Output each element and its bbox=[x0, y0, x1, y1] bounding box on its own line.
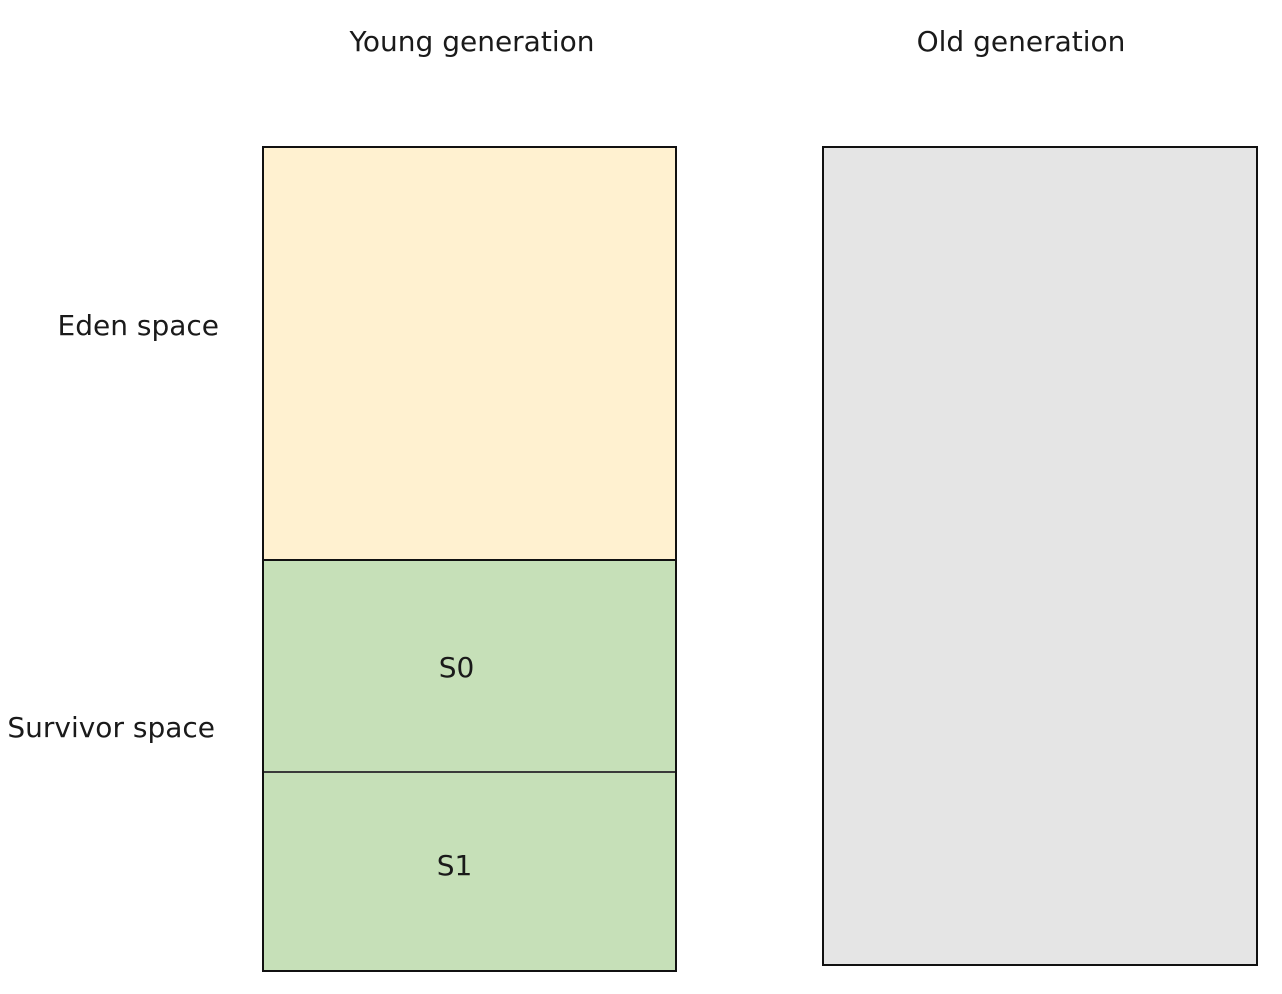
eden-space-label: Eden space bbox=[57, 309, 219, 342]
survivor-s1-region: S1 bbox=[264, 773, 675, 970]
survivor-s0-region: S0 bbox=[264, 561, 675, 773]
old-generation-box bbox=[822, 146, 1258, 966]
s1-label: S1 bbox=[436, 848, 473, 882]
old-generation-title: Old generation bbox=[916, 25, 1126, 58]
survivor-space-label: Survivor space bbox=[7, 711, 215, 744]
young-generation-title: Young generation bbox=[349, 25, 595, 58]
s0-label: S0 bbox=[438, 651, 475, 684]
eden-space-region bbox=[264, 148, 675, 561]
young-generation-box: S0 S1 bbox=[262, 146, 677, 972]
